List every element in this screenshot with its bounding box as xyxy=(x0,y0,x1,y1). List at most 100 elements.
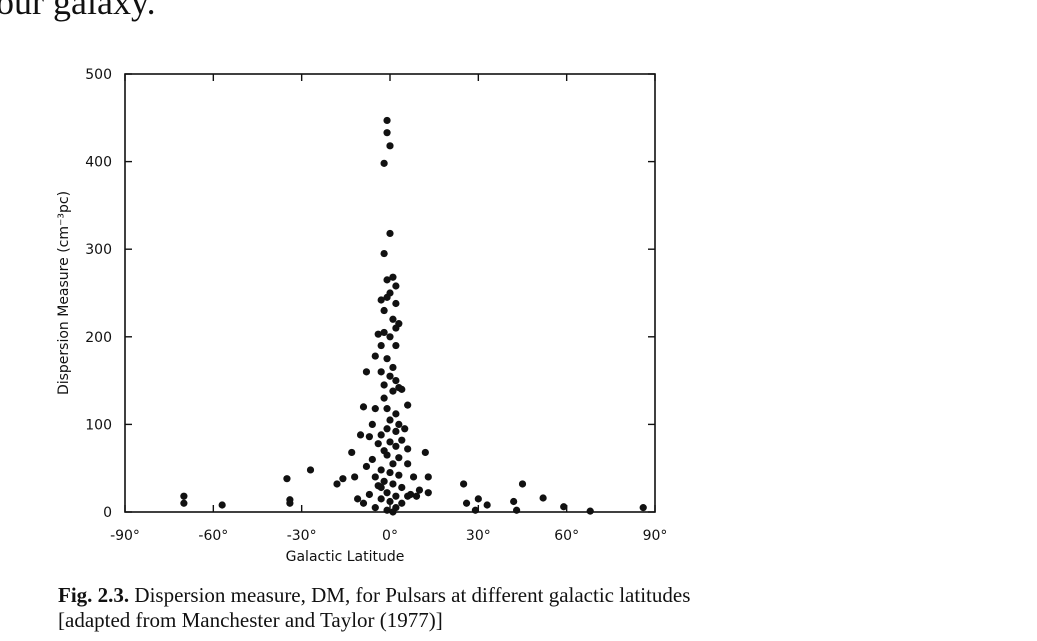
data-point xyxy=(586,507,594,515)
data-point xyxy=(218,501,226,509)
data-point xyxy=(392,299,400,308)
data-point xyxy=(404,445,412,453)
data-point xyxy=(383,293,391,301)
data-point xyxy=(404,401,412,409)
data-point xyxy=(383,451,391,459)
data-point xyxy=(371,405,379,413)
data-point xyxy=(398,499,406,507)
data-point xyxy=(386,468,394,477)
data-point xyxy=(365,490,373,499)
data-point xyxy=(380,249,388,258)
y-tick-label: 500 xyxy=(85,67,112,83)
data-point xyxy=(286,499,294,507)
data-point xyxy=(389,273,397,281)
data-point xyxy=(368,420,376,428)
data-point xyxy=(389,363,397,372)
y-tick-label: 400 xyxy=(85,155,112,171)
data-point xyxy=(483,501,491,509)
data-point xyxy=(404,460,412,468)
data-point xyxy=(380,328,388,337)
data-point xyxy=(283,475,291,483)
data-point xyxy=(415,486,424,494)
data-point xyxy=(380,394,388,402)
data-point xyxy=(386,497,394,506)
data-point xyxy=(380,477,388,485)
data-point xyxy=(386,229,394,238)
data-point xyxy=(371,352,379,360)
data-point xyxy=(560,503,568,511)
data-point xyxy=(386,416,394,424)
data-point xyxy=(383,116,391,125)
data-point xyxy=(392,377,400,385)
data-point xyxy=(371,504,379,512)
data-point xyxy=(365,433,373,441)
data-point xyxy=(362,368,371,376)
data-point xyxy=(368,455,376,464)
data-point xyxy=(377,495,385,503)
data-point xyxy=(377,431,385,439)
data-point xyxy=(180,492,188,500)
data-point xyxy=(377,483,385,492)
data-point xyxy=(380,381,388,389)
x-tick-label: -90° xyxy=(110,528,140,544)
data-point xyxy=(392,324,400,332)
data-point xyxy=(383,425,391,433)
data-point xyxy=(424,473,432,481)
y-axis-title: Dispersion Measure (cm⁻³pc) xyxy=(56,191,72,395)
data-point xyxy=(386,438,394,446)
data-point xyxy=(389,387,397,395)
caption: Fig. 2.3. Dispersion measure, DM, for Pu… xyxy=(58,583,690,607)
y-tick-label: 200 xyxy=(85,330,112,346)
data-point xyxy=(639,504,647,512)
data-point xyxy=(380,306,388,315)
data-point xyxy=(371,473,379,481)
caption-text: Dispersion measure, DM, for Pulsars at d… xyxy=(134,583,690,607)
data-point xyxy=(518,480,527,488)
x-tick-label: -30° xyxy=(287,528,317,544)
data-point xyxy=(424,489,432,497)
data-point xyxy=(374,440,382,448)
y-tick-label: 0 xyxy=(103,505,112,521)
x-tick-label: 60° xyxy=(554,528,579,544)
data-point xyxy=(377,368,385,376)
data-point xyxy=(356,431,365,439)
caption-label: Fig. 2.3. xyxy=(58,583,129,607)
x-axis-title: Galactic Latitude xyxy=(286,549,405,565)
data-point xyxy=(383,405,391,413)
data-point xyxy=(392,282,400,290)
data-point xyxy=(383,489,391,497)
data-point xyxy=(412,492,421,500)
x-tick-label: 30° xyxy=(466,528,491,544)
data-point xyxy=(395,471,403,479)
x-tick-label: 90° xyxy=(643,528,668,544)
data-point xyxy=(398,385,406,393)
data-point xyxy=(395,420,403,428)
data-point xyxy=(386,142,394,150)
data-point xyxy=(389,508,397,516)
data-point xyxy=(386,333,394,341)
data-point xyxy=(389,480,397,488)
data-point xyxy=(401,425,409,433)
data-point xyxy=(398,483,406,492)
data-point xyxy=(389,315,397,323)
data-point xyxy=(362,462,371,471)
data-point xyxy=(421,448,429,457)
data-point xyxy=(462,499,471,507)
data-point xyxy=(354,495,362,503)
data-point xyxy=(348,448,356,457)
y-tick-label: 300 xyxy=(85,242,112,258)
data-point xyxy=(398,436,406,444)
data-point xyxy=(474,495,482,503)
data-point xyxy=(180,499,188,507)
caption-text: [adapted from Manchester and Taylor (197… xyxy=(58,608,443,632)
data-point xyxy=(510,497,518,506)
x-tick-label: 0° xyxy=(382,528,398,544)
data-point xyxy=(392,442,400,450)
data-point xyxy=(383,276,391,284)
data-point xyxy=(407,490,415,499)
data-point xyxy=(513,506,521,514)
data-point xyxy=(380,159,388,167)
data-point xyxy=(383,506,391,514)
data-point xyxy=(392,427,400,436)
data-point xyxy=(409,473,418,481)
